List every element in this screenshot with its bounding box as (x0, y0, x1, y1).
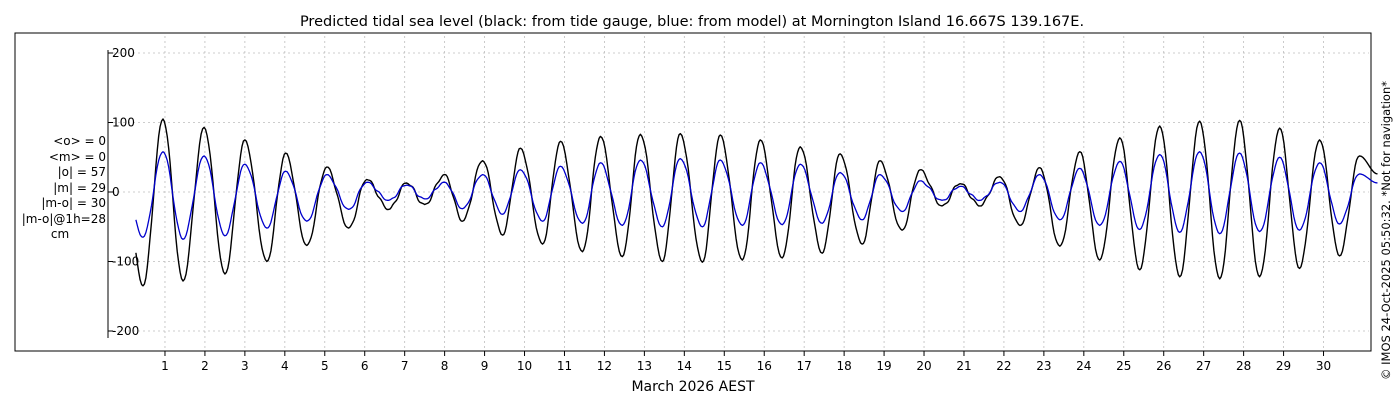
x-tick-label: 30 (1316, 359, 1331, 373)
x-tick-label: 26 (1156, 359, 1171, 373)
x-tick-label: 13 (637, 359, 652, 373)
plot-frame (14, 32, 1372, 352)
stat-mean-obs: <o> = 0 (53, 134, 106, 148)
x-tick-label: 8 (441, 359, 449, 373)
stat-abs-model: |m| = 29 (53, 180, 106, 195)
x-tick-label: 17 (797, 359, 812, 373)
grid-lines (108, 36, 1369, 349)
stat-abs-obs: |o| = 57 (57, 165, 106, 179)
stat-unit: cm (50, 227, 70, 241)
x-tick-label: 16 (757, 359, 772, 373)
series-line-tide-gauge (135, 118, 1378, 287)
y-tick-label: 0 (112, 185, 120, 199)
x-tick-label: 5 (321, 359, 329, 373)
x-tick-label: 22 (996, 359, 1011, 373)
y-tick-label: -100 (112, 255, 139, 269)
x-tick-label: 21 (956, 359, 971, 373)
y-tick-label: 100 (112, 116, 135, 130)
x-tick-label: 6 (361, 359, 369, 373)
series-line-model (135, 151, 1378, 240)
x-tick-label: 20 (916, 359, 931, 373)
x-tick-label: 10 (517, 359, 532, 373)
x-tick-label: 12 (597, 359, 612, 373)
x-tick-label: 27 (1196, 359, 1211, 373)
x-axis-label: March 2026 AEST (631, 379, 755, 395)
x-tick-label: 11 (557, 359, 572, 373)
x-tick-label: 15 (717, 359, 732, 373)
x-tick-label: 14 (677, 359, 692, 373)
stat-abs-diff-1h: |m-o|@1h=28 (21, 211, 106, 226)
y-axis: -200 -100 0 100 200 (107, 46, 139, 338)
x-tick-label: 1 (161, 359, 169, 373)
stat-abs-diff: |m-o| = 30 (41, 196, 106, 210)
x-tick-label: 2 (201, 359, 209, 373)
x-tick-label: 24 (1076, 359, 1091, 373)
x-tick-label: 28 (1236, 359, 1251, 373)
x-tick-label: 4 (281, 359, 289, 373)
chart-title: Predicted tidal sea level (black: from t… (300, 14, 1084, 30)
x-tick-label: 25 (1116, 359, 1131, 373)
x-tick-label: 19 (876, 359, 891, 373)
stat-mean-model: <m> = 0 (48, 149, 106, 164)
copyright-credit: © IMOS 24-Oct-2025 05:50:32. *Not for na… (1379, 81, 1393, 380)
x-tick-label: 23 (1036, 359, 1051, 373)
x-tick-label: 18 (836, 359, 851, 373)
x-tick-label: 7 (401, 359, 409, 373)
stats-panel: <o> = 0 <m> = 0 |o| = 57 |m| = 29 |m-o| … (14, 134, 106, 243)
series-group (135, 118, 1378, 287)
y-tick-label: -200 (112, 324, 139, 338)
y-tick-label: 200 (112, 46, 135, 60)
x-tick-label: 9 (481, 359, 489, 373)
x-axis: 1 2 3 4 5 6 7 8 9 10 11 12 13 14 15 16 17 18 19 20 21 22 23 24 2… (161, 351, 1331, 373)
x-tick-label: 3 (241, 359, 249, 373)
x-tick-label: 29 (1276, 359, 1291, 373)
